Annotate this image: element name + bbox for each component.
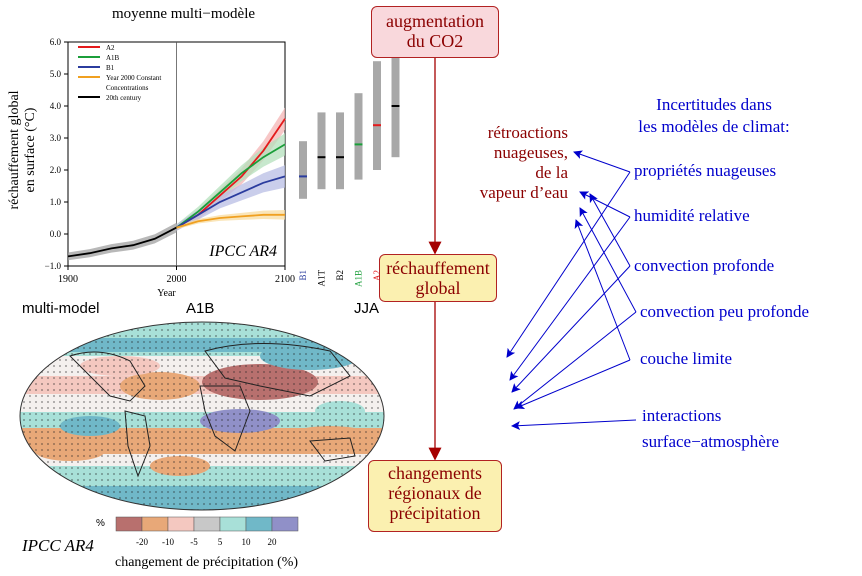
range-bar bbox=[317, 112, 326, 190]
colorbar-tick-label: -10 bbox=[162, 537, 174, 547]
precip-line1: changements bbox=[388, 463, 482, 483]
precip-box: changements régionaux de précipitation bbox=[368, 460, 502, 532]
range-bar bbox=[336, 112, 344, 190]
co2-line2: du CO2 bbox=[406, 30, 464, 51]
uncertainties-title: Incertitudes dans les modèles de climat: bbox=[614, 94, 814, 138]
legend-label: B1 bbox=[106, 64, 115, 72]
range-bar bbox=[373, 61, 381, 171]
co2-line1: augmentation bbox=[386, 11, 484, 31]
map-label-season: JJA bbox=[354, 300, 380, 317]
feedback-text: rétroactions nuageuses, de la vapeur d’e… bbox=[448, 123, 568, 203]
arrow-cloud-props-to-feedback bbox=[573, 150, 631, 173]
colorbar-tick-label: 20 bbox=[268, 537, 278, 547]
legend-label: Concentrations bbox=[106, 84, 149, 92]
arrow-boundary-layer-to-map bbox=[515, 359, 631, 410]
map-caption: changement de précipitation (%) bbox=[115, 555, 299, 570]
range-label: A1B bbox=[354, 270, 364, 287]
y-tick-label: 1.0 bbox=[50, 197, 62, 207]
uncertainty-boundary-layer: couche limite bbox=[640, 349, 733, 368]
arrow-boundary-layer-to-feedback bbox=[574, 219, 631, 361]
arrow-surface-to-map bbox=[511, 419, 637, 431]
warming-chart: −1.0 0.0 1.0 2.0 3.0 4.0 5.0 6.0 1900 2000 2100 Yea… bbox=[7, 29, 400, 299]
arrow-humidity-to-map bbox=[509, 216, 631, 381]
y-axis-label-line1: réchauffement global bbox=[7, 90, 22, 209]
colorbar-unit: % bbox=[96, 518, 105, 529]
series-line bbox=[67, 226, 177, 258]
arrow-deep-convection-to-feedback bbox=[589, 193, 631, 267]
legend-label: 20th century bbox=[106, 94, 142, 102]
uncertainty-deep-convection: convection profonde bbox=[634, 256, 775, 275]
x-tick-label: 2100 bbox=[275, 274, 295, 285]
y-tick-label: 6.0 bbox=[50, 37, 62, 47]
warming-line2: global bbox=[415, 277, 461, 298]
warming-line1: réchauffement bbox=[386, 258, 490, 278]
y-tick-label: 3.0 bbox=[50, 133, 62, 143]
precip-line3: précipitation bbox=[389, 502, 481, 523]
range-label: A2 bbox=[372, 270, 382, 281]
colorbar-swatch bbox=[271, 516, 299, 532]
feedback-line1: rétroactions bbox=[487, 123, 568, 142]
y-axis-label-line2: en surface (°C) bbox=[23, 107, 38, 192]
colorbar-tick-label: 10 bbox=[242, 537, 252, 547]
y-tick-label: 4.0 bbox=[50, 101, 62, 111]
warming-box: réchauffement global bbox=[379, 254, 497, 302]
colorbar: -20 -10 -5 5 10 20 bbox=[115, 516, 299, 547]
uncertainties-title-line2: les modèles de climat: bbox=[638, 117, 790, 136]
chart-watermark: IPCC AR4 bbox=[208, 243, 277, 260]
co2-box: augmentation du CO2 bbox=[371, 6, 499, 58]
range-label: B2 bbox=[335, 270, 345, 281]
map-watermark: IPCC AR4 bbox=[22, 536, 94, 555]
colorbar-tick-label: -20 bbox=[136, 537, 148, 547]
legend-label: Year 2000 Constant bbox=[106, 74, 161, 82]
x-axis-label: Year bbox=[157, 288, 176, 299]
uncertainties-title-line1: Incertitudes dans bbox=[656, 95, 772, 114]
y-tick-label: 2.0 bbox=[50, 165, 62, 175]
uncertainty-surface-line2: surface−atmosphère bbox=[642, 432, 780, 451]
uncertainty-surface-line1: interactions bbox=[642, 406, 722, 425]
feedback-line2: nuageuses, bbox=[493, 143, 568, 162]
colorbar-tick-label: 5 bbox=[218, 537, 223, 547]
uncertainty-relative-humidity: humidité relative bbox=[634, 206, 750, 225]
y-tick-label: −1.0 bbox=[45, 261, 62, 271]
precip-line2: régionaux de bbox=[388, 482, 482, 503]
series-line bbox=[175, 143, 286, 229]
x-tick-label: 1900 bbox=[58, 274, 78, 285]
y-tick-label: 0.0 bbox=[50, 229, 62, 239]
uncertainty-band bbox=[68, 222, 177, 261]
legend-label: A2 bbox=[106, 44, 115, 52]
arrow-shallow-convection-to-feedback bbox=[579, 207, 637, 313]
range-bar bbox=[391, 29, 400, 158]
map-label-multimodel: multi-model bbox=[22, 300, 100, 317]
range-label: B1 bbox=[298, 270, 308, 281]
precipitation-map bbox=[19, 321, 385, 511]
series-line bbox=[176, 175, 286, 229]
legend-label: A1B bbox=[106, 54, 120, 62]
uncertainty-shallow-convection: convection peu profonde bbox=[640, 302, 809, 321]
arrow-humidity-to-feedback bbox=[579, 191, 631, 218]
range-bar bbox=[354, 93, 363, 180]
feedback-line4: vapeur d’eau bbox=[479, 183, 568, 202]
arrow-deep-convection-to-map bbox=[511, 265, 631, 393]
series-line bbox=[176, 213, 285, 229]
y-tick-label: 5.0 bbox=[50, 69, 62, 79]
colorbar-tick-label: -5 bbox=[190, 537, 198, 547]
uncertainty-cloud-properties: propriétés nuageuses bbox=[634, 161, 777, 180]
x-tick-label: 2000 bbox=[167, 274, 187, 285]
feedback-line3: de la bbox=[535, 163, 568, 182]
map-label-scenario: A1B bbox=[186, 300, 215, 317]
arrow-cloud-props-to-map bbox=[506, 171, 631, 358]
arrow-shallow-convection-to-map bbox=[513, 311, 637, 410]
range-bar bbox=[299, 141, 307, 199]
range-label: A1T bbox=[317, 270, 327, 287]
title-chart: moyenne multi−modèle bbox=[112, 6, 256, 22]
